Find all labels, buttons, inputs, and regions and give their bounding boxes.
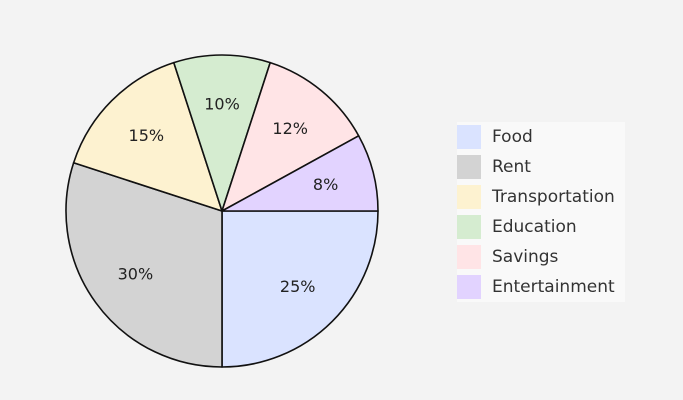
legend-item-rent: Rent	[457, 152, 625, 182]
legend-label-food: Food	[492, 127, 533, 147]
slice-label-entertainment: 8%	[313, 175, 338, 194]
pie-slices	[65, 54, 379, 368]
slice-label-transportation: 15%	[129, 126, 165, 145]
legend-swatch-education	[457, 215, 481, 239]
legend-item-education: Education	[457, 212, 625, 242]
legend-item-savings: Savings	[457, 242, 625, 272]
legend-swatch-transportation	[457, 185, 481, 209]
pie-slice-entertainment	[221, 135, 379, 212]
pie-slice-rent	[65, 161, 223, 368]
pie-slice-education	[172, 54, 272, 212]
legend-swatch-food	[457, 125, 481, 149]
legend: Food Rent Transportation Education Savings En…	[457, 122, 625, 302]
legend-label-entertainment: Entertainment	[492, 277, 615, 297]
legend-label-rent: Rent	[492, 157, 531, 177]
pie-slice-labels: 25% 30% 15% 10% 12% 8%	[118, 95, 339, 297]
legend-item-food: Food	[457, 122, 625, 152]
legend-swatch-rent	[457, 155, 481, 179]
legend-swatch-savings	[457, 245, 481, 269]
legend-item-transportation: Transportation	[457, 182, 625, 212]
pie-slice-savings	[221, 61, 360, 212]
pie-slice-food	[221, 210, 379, 368]
slice-label-savings: 12%	[272, 119, 308, 138]
slice-label-rent: 30%	[118, 264, 154, 283]
slice-label-food: 25%	[280, 277, 316, 296]
legend-label-transportation: Transportation	[492, 187, 615, 207]
pie-slice-transportation	[72, 61, 223, 212]
legend-item-entertainment: Entertainment	[457, 272, 625, 302]
legend-label-savings: Savings	[492, 247, 559, 267]
slice-label-education: 10%	[204, 95, 240, 114]
legend-swatch-entertainment	[457, 275, 481, 299]
legend-label-education: Education	[492, 217, 577, 237]
